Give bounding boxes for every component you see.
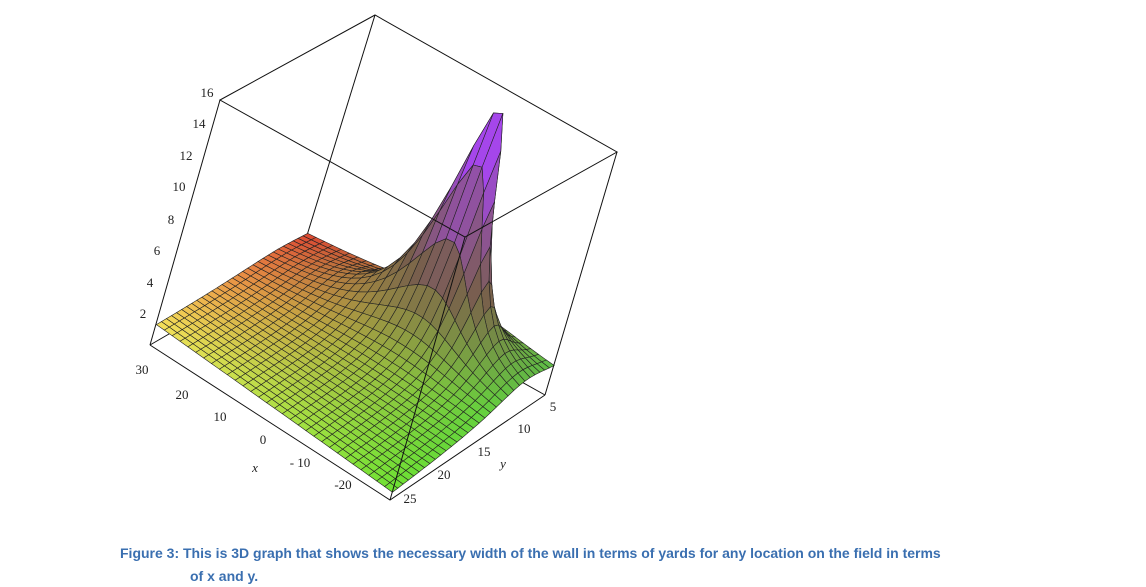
- z-tick-label: 8: [168, 212, 175, 227]
- axis-labels: 2 4 6 8 10 12 14 16 30 20 10 0 - 10 -20 5 10 15 20 25 x y: [136, 85, 557, 506]
- y-axis-label: y: [498, 456, 506, 471]
- surface: [155, 112, 555, 493]
- x-tick-label: 20: [176, 387, 189, 402]
- y-tick-label: 10: [518, 421, 531, 436]
- x-tick-label: 30: [136, 362, 149, 377]
- caption: of x and y.: [190, 568, 258, 584]
- x-axis-label: x: [251, 460, 258, 475]
- box-edge: [149, 99, 221, 346]
- caption: Figure 3: This is 3D graph that shows th…: [120, 545, 941, 561]
- x-tick-label: - 10: [290, 455, 311, 470]
- y-tick-label: 5: [550, 399, 557, 414]
- y-tick-label: 15: [478, 444, 491, 459]
- z-tick-label: 4: [147, 275, 154, 290]
- box-front: [149, 14, 619, 501]
- z-tick-label: 10: [173, 179, 186, 194]
- surface-patch: [384, 482, 399, 493]
- z-tick-label: 14: [193, 116, 207, 131]
- z-tick-label: 6: [154, 243, 161, 258]
- z-tick-label: 2: [140, 306, 147, 321]
- y-tick-label: 25: [404, 491, 417, 506]
- x-tick-label: -20: [334, 477, 351, 492]
- box-edge: [149, 344, 546, 501]
- y-tick-label: 20: [438, 467, 451, 482]
- box-edge: [389, 236, 466, 501]
- z-tick-label: 16: [201, 85, 215, 100]
- x-tick-label: 10: [214, 409, 227, 424]
- box-edge: [299, 14, 376, 259]
- x-tick-label: 0: [260, 432, 267, 447]
- box-edge: [544, 151, 618, 396]
- box-edge: [218, 14, 619, 238]
- z-tick-label: 12: [180, 148, 193, 163]
